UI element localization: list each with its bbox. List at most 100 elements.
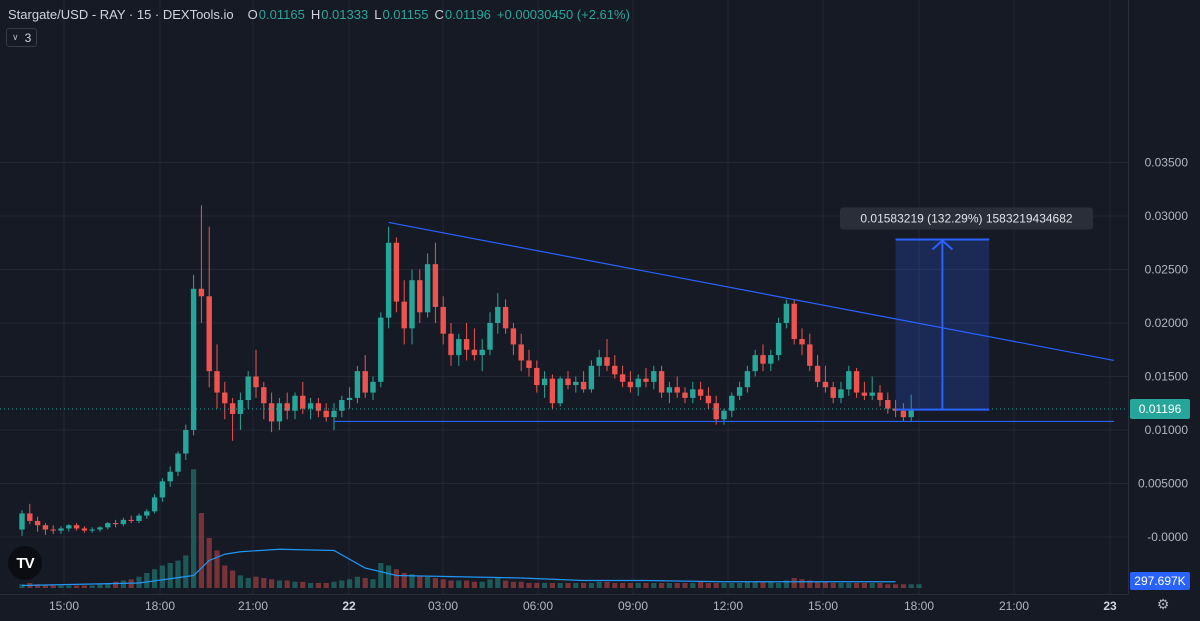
- volume-bar: [846, 583, 852, 588]
- volume-bar: [448, 580, 454, 588]
- measure-arrow-head: [931, 239, 954, 251]
- volume-bar: [144, 573, 150, 588]
- volume-bar: [315, 583, 321, 588]
- candle-body: [635, 378, 641, 388]
- candle-body: [768, 355, 774, 364]
- measure-label: 0.01583219 (132.29%) 1583219434682: [860, 212, 1073, 226]
- candle-body: [440, 306, 446, 334]
- volume-bar: [534, 583, 540, 588]
- time-tick-label: 23: [1103, 599, 1117, 613]
- candle-body: [198, 288, 205, 297]
- volume-bar: [269, 579, 275, 588]
- time-tick-label: 18:00: [904, 599, 934, 613]
- volume-bar: [323, 583, 329, 588]
- volume-bar: [791, 578, 797, 588]
- candle-body: [448, 333, 454, 356]
- candle-body: [760, 355, 766, 364]
- high-label: H: [310, 6, 321, 22]
- volume-bar: [386, 565, 392, 588]
- candle-body: [346, 397, 353, 401]
- volume-bar: [393, 569, 399, 588]
- time-tick-label: 03:00: [428, 599, 458, 613]
- candle-body: [456, 339, 462, 356]
- candle-body: [799, 339, 805, 345]
- volume-bar: [152, 569, 158, 588]
- candle-body: [245, 376, 251, 401]
- volume-bar: [651, 583, 657, 588]
- volume-bar: [807, 580, 813, 588]
- candle-body: [190, 288, 197, 430]
- low-label: L: [374, 6, 382, 22]
- volume-bar: [97, 584, 103, 588]
- candle-body: [393, 242, 400, 302]
- candle-body: [471, 349, 478, 356]
- candle-body: [315, 403, 322, 411]
- gear-icon[interactable]: ⚙: [1156, 596, 1170, 612]
- candle-body: [214, 371, 220, 393]
- candle-body: [612, 365, 618, 375]
- candle-body: [128, 519, 134, 521]
- volume-bar: [105, 583, 111, 588]
- candle-body: [136, 515, 142, 521]
- candle-body: [401, 301, 407, 329]
- volume-ma-line: [21, 548, 896, 587]
- candle-body: [105, 523, 111, 528]
- volume-bar: [682, 583, 688, 588]
- volume-bar: [900, 584, 906, 588]
- tradingview-logo-icon[interactable]: TV: [8, 546, 42, 580]
- volume-bar: [432, 578, 438, 588]
- candle-body: [705, 395, 712, 404]
- candle-body: [409, 280, 415, 329]
- volume-bar: [417, 575, 423, 588]
- time-tick-label: 18:00: [145, 599, 175, 613]
- volume-bar: [666, 583, 672, 588]
- volume-bar: [58, 585, 64, 588]
- volume-bar: [339, 580, 345, 588]
- volume-bar: [425, 576, 431, 588]
- price-tick-label: 0.03000: [1145, 209, 1189, 223]
- candle-body: [580, 381, 587, 390]
- volume-bar: [557, 583, 563, 588]
- open-value: 0.01165: [258, 6, 305, 22]
- volume-bar: [635, 583, 641, 588]
- volume-bar: [409, 574, 415, 588]
- close-label: C: [434, 6, 444, 22]
- volume-bar: [877, 583, 883, 588]
- volume-bar: [729, 583, 735, 588]
- volume-bar: [596, 581, 602, 588]
- candle-body: [846, 371, 852, 390]
- volume-bar: [744, 581, 750, 588]
- candle-body: [853, 371, 860, 393]
- candle-body: [596, 357, 602, 366]
- price-tick-label: 0.01500: [1145, 370, 1189, 384]
- indicators-toggle-button[interactable]: ∨ 3: [6, 28, 38, 47]
- candle-body: [432, 264, 439, 307]
- time-tick-label: 09:00: [618, 599, 648, 613]
- volume-bar: [705, 583, 711, 588]
- volume-bar: [362, 578, 368, 588]
- candle-body: [167, 471, 173, 482]
- candle-body: [791, 303, 797, 340]
- volume-bar: [19, 584, 25, 588]
- volume-bar: [167, 563, 173, 588]
- candle-body: [822, 381, 829, 388]
- candle-body: [378, 317, 384, 382]
- volume-bar: [464, 580, 470, 588]
- volume-bar: [276, 580, 282, 588]
- candle-body: [588, 365, 595, 390]
- volume-bar: [604, 581, 610, 588]
- volume-bar: [612, 583, 618, 588]
- volume-bar: [120, 580, 126, 588]
- volume-bar: [35, 584, 41, 588]
- volume-bar: [42, 585, 48, 588]
- candle-body: [573, 381, 579, 386]
- candle-body: [830, 387, 836, 398]
- volume-bar: [81, 585, 87, 588]
- candle-body: [658, 371, 665, 393]
- candle-body: [549, 378, 556, 404]
- candle-body: [237, 400, 244, 414]
- volume-bar: [690, 583, 696, 588]
- volume-bar: [861, 583, 867, 588]
